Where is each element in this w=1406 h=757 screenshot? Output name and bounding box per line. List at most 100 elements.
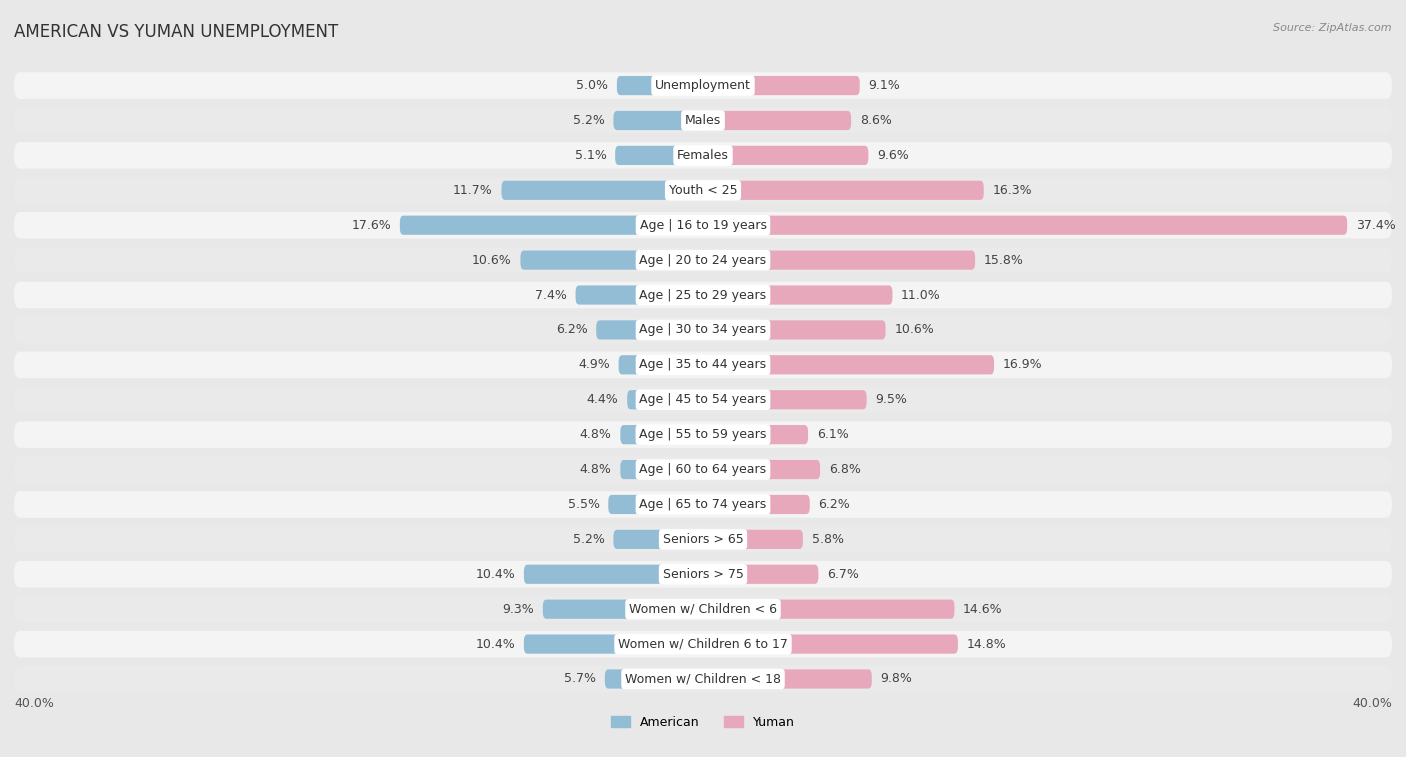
FancyBboxPatch shape [703, 669, 872, 689]
FancyBboxPatch shape [14, 561, 1392, 587]
Text: 4.9%: 4.9% [578, 358, 610, 372]
Text: 10.4%: 10.4% [475, 568, 515, 581]
Text: 9.5%: 9.5% [875, 393, 907, 407]
Text: 9.1%: 9.1% [869, 79, 900, 92]
Text: 6.7%: 6.7% [827, 568, 859, 581]
FancyBboxPatch shape [703, 76, 859, 95]
FancyBboxPatch shape [14, 596, 1392, 622]
Text: 16.3%: 16.3% [993, 184, 1032, 197]
Text: Youth < 25: Youth < 25 [669, 184, 737, 197]
FancyBboxPatch shape [14, 631, 1392, 657]
FancyBboxPatch shape [399, 216, 703, 235]
FancyBboxPatch shape [14, 665, 1392, 692]
FancyBboxPatch shape [14, 387, 1392, 413]
FancyBboxPatch shape [605, 669, 703, 689]
Text: 11.7%: 11.7% [453, 184, 494, 197]
FancyBboxPatch shape [620, 460, 703, 479]
Text: Age | 60 to 64 years: Age | 60 to 64 years [640, 463, 766, 476]
FancyBboxPatch shape [520, 251, 703, 269]
FancyBboxPatch shape [703, 181, 984, 200]
FancyBboxPatch shape [14, 177, 1392, 204]
Text: 5.2%: 5.2% [574, 533, 605, 546]
Text: Females: Females [678, 149, 728, 162]
Text: Women w/ Children < 6: Women w/ Children < 6 [628, 603, 778, 615]
Text: 4.8%: 4.8% [579, 463, 612, 476]
Text: 17.6%: 17.6% [352, 219, 391, 232]
Text: 6.8%: 6.8% [828, 463, 860, 476]
Text: 40.0%: 40.0% [1353, 697, 1392, 710]
FancyBboxPatch shape [14, 107, 1392, 134]
FancyBboxPatch shape [703, 460, 820, 479]
Text: 14.8%: 14.8% [966, 637, 1007, 650]
Text: AMERICAN VS YUMAN UNEMPLOYMENT: AMERICAN VS YUMAN UNEMPLOYMENT [14, 23, 339, 41]
FancyBboxPatch shape [703, 216, 1347, 235]
Text: 9.6%: 9.6% [877, 149, 908, 162]
FancyBboxPatch shape [613, 111, 703, 130]
Text: Age | 45 to 54 years: Age | 45 to 54 years [640, 393, 766, 407]
Text: 6.1%: 6.1% [817, 428, 848, 441]
Text: 4.4%: 4.4% [586, 393, 619, 407]
Text: Women w/ Children 6 to 17: Women w/ Children 6 to 17 [619, 637, 787, 650]
FancyBboxPatch shape [14, 351, 1392, 378]
Text: Unemployment: Unemployment [655, 79, 751, 92]
FancyBboxPatch shape [703, 390, 866, 410]
FancyBboxPatch shape [502, 181, 703, 200]
Text: Age | 35 to 44 years: Age | 35 to 44 years [640, 358, 766, 372]
FancyBboxPatch shape [703, 320, 886, 340]
FancyBboxPatch shape [14, 282, 1392, 308]
FancyBboxPatch shape [703, 111, 851, 130]
Text: 15.8%: 15.8% [984, 254, 1024, 266]
FancyBboxPatch shape [627, 390, 703, 410]
FancyBboxPatch shape [596, 320, 703, 340]
FancyBboxPatch shape [703, 565, 818, 584]
Text: 14.6%: 14.6% [963, 603, 1002, 615]
FancyBboxPatch shape [703, 634, 957, 654]
FancyBboxPatch shape [14, 73, 1392, 99]
Text: 9.8%: 9.8% [880, 672, 912, 686]
FancyBboxPatch shape [14, 316, 1392, 343]
FancyBboxPatch shape [14, 526, 1392, 553]
FancyBboxPatch shape [543, 600, 703, 618]
FancyBboxPatch shape [703, 530, 803, 549]
FancyBboxPatch shape [14, 456, 1392, 483]
Text: 8.6%: 8.6% [859, 114, 891, 127]
Text: Age | 55 to 59 years: Age | 55 to 59 years [640, 428, 766, 441]
Text: 5.7%: 5.7% [564, 672, 596, 686]
FancyBboxPatch shape [14, 491, 1392, 518]
FancyBboxPatch shape [524, 634, 703, 654]
FancyBboxPatch shape [616, 146, 703, 165]
Text: Age | 30 to 34 years: Age | 30 to 34 years [640, 323, 766, 336]
Text: Males: Males [685, 114, 721, 127]
FancyBboxPatch shape [575, 285, 703, 304]
Text: 4.8%: 4.8% [579, 428, 612, 441]
Text: Source: ZipAtlas.com: Source: ZipAtlas.com [1274, 23, 1392, 33]
Text: Age | 25 to 29 years: Age | 25 to 29 years [640, 288, 766, 301]
FancyBboxPatch shape [703, 146, 869, 165]
Text: 7.4%: 7.4% [536, 288, 567, 301]
FancyBboxPatch shape [14, 422, 1392, 448]
Text: 5.1%: 5.1% [575, 149, 606, 162]
Text: 10.4%: 10.4% [475, 637, 515, 650]
FancyBboxPatch shape [703, 425, 808, 444]
Text: Women w/ Children < 18: Women w/ Children < 18 [626, 672, 780, 686]
FancyBboxPatch shape [703, 285, 893, 304]
FancyBboxPatch shape [619, 355, 703, 375]
Text: 16.9%: 16.9% [1002, 358, 1042, 372]
Text: 5.5%: 5.5% [568, 498, 599, 511]
Text: 10.6%: 10.6% [894, 323, 934, 336]
Text: Age | 65 to 74 years: Age | 65 to 74 years [640, 498, 766, 511]
Legend: American, Yuman: American, Yuman [606, 711, 800, 734]
FancyBboxPatch shape [14, 212, 1392, 238]
Text: 5.0%: 5.0% [576, 79, 609, 92]
Text: 11.0%: 11.0% [901, 288, 941, 301]
FancyBboxPatch shape [14, 247, 1392, 273]
Text: 5.2%: 5.2% [574, 114, 605, 127]
FancyBboxPatch shape [609, 495, 703, 514]
FancyBboxPatch shape [14, 142, 1392, 169]
FancyBboxPatch shape [613, 530, 703, 549]
FancyBboxPatch shape [703, 600, 955, 618]
Text: Seniors > 65: Seniors > 65 [662, 533, 744, 546]
FancyBboxPatch shape [524, 565, 703, 584]
Text: 37.4%: 37.4% [1355, 219, 1396, 232]
Text: 40.0%: 40.0% [14, 697, 53, 710]
